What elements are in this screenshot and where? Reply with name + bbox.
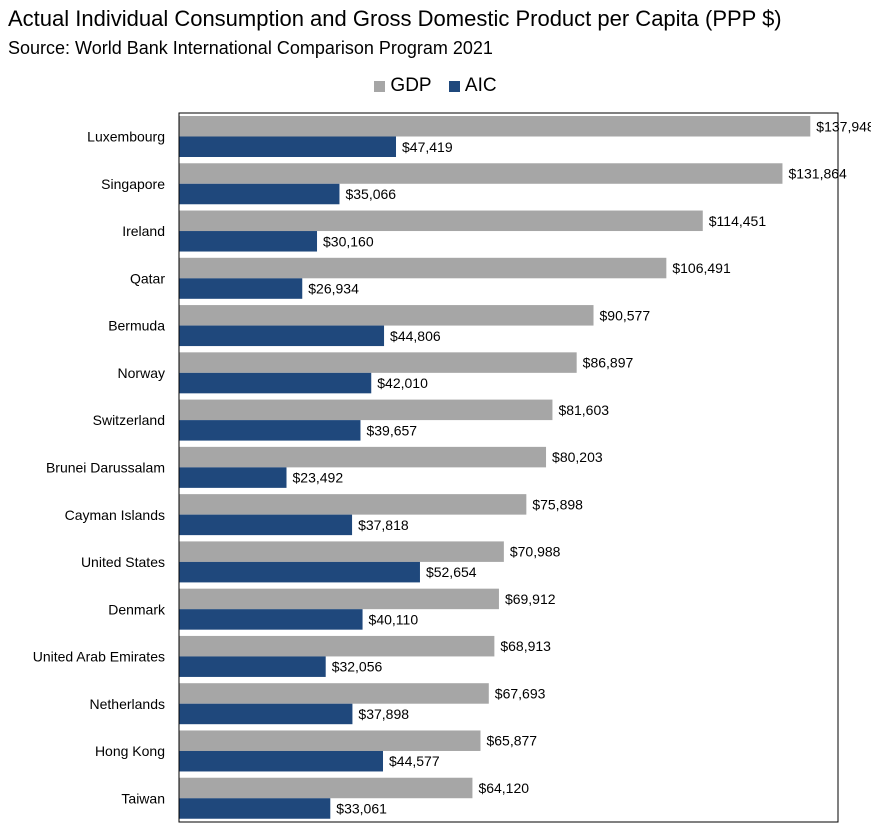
category-label-cayman-islands: Cayman Islands — [65, 507, 165, 523]
plot-frame — [178, 112, 839, 823]
data-label-aic-qatar: $26,934 — [308, 281, 359, 297]
data-label-gdp-netherlands: $67,693 — [495, 685, 546, 701]
data-label-aic-netherlands: $37,898 — [358, 706, 409, 722]
data-label-aic-brunei-darussalam: $23,492 — [293, 470, 344, 486]
bar-aic-united-states — [179, 561, 420, 583]
category-label-hong-kong: Hong Kong — [95, 743, 165, 759]
bar-gdp-singapore — [179, 163, 783, 184]
legend-item-gdp: GDP — [374, 75, 432, 97]
legend-label-aic: AIC — [464, 75, 497, 96]
bar-gdp-ireland — [179, 210, 703, 232]
legend-swatch-gdp — [374, 80, 386, 92]
bar-gdp-denmark — [179, 588, 499, 610]
data-label-gdp-cayman-islands: $75,898 — [532, 496, 583, 512]
bar-gdp-united-arab-emirates — [179, 635, 495, 657]
bar-gdp-taiwan — [179, 777, 473, 799]
legend-swatch-aic — [448, 80, 460, 92]
data-label-aic-ireland: $30,160 — [323, 233, 374, 249]
bar-aic-switzerland — [179, 420, 361, 441]
data-label-aic-united-arab-emirates: $32,056 — [332, 659, 383, 675]
bar-aic-cayman-islands — [179, 514, 353, 536]
data-label-aic-norway: $42,010 — [377, 375, 428, 391]
bar-gdp-bermuda — [179, 305, 594, 326]
bar-aic-netherlands — [179, 703, 353, 725]
bar-gdp-norway — [179, 352, 577, 373]
bar-gdp-united-states — [179, 541, 504, 562]
bar-aic-hong-kong — [179, 750, 384, 772]
bar-aic-brunei-darussalam — [179, 467, 287, 488]
data-label-gdp-switzerland: $81,603 — [558, 402, 609, 418]
data-label-gdp-united-arab-emirates: $68,913 — [500, 638, 551, 654]
bar-gdp-qatar — [179, 257, 667, 279]
legend: GDP AIC — [0, 75, 871, 98]
bar-aic-taiwan — [179, 798, 331, 819]
data-label-aic-singapore: $35,066 — [345, 186, 396, 202]
bar-gdp-cayman-islands — [179, 494, 527, 515]
bar-gdp-luxembourg — [179, 116, 811, 137]
category-label-bermuda: Bermuda — [108, 318, 165, 334]
bar-aic-united-arab-emirates — [179, 656, 326, 677]
data-label-aic-bermuda: $44,806 — [390, 328, 441, 344]
bar-aic-ireland — [179, 231, 318, 252]
data-label-aic-switzerland: $39,657 — [366, 422, 417, 438]
data-label-gdp-united-states: $70,988 — [510, 544, 561, 560]
data-label-aic-cayman-islands: $37,818 — [358, 517, 409, 533]
data-label-gdp-singapore: $131,864 — [788, 166, 847, 182]
bar-aic-singapore — [179, 183, 340, 205]
category-label-singapore: Singapore — [101, 176, 165, 192]
data-label-gdp-brunei-darussalam: $80,203 — [552, 449, 603, 465]
data-label-gdp-qatar: $106,491 — [672, 260, 731, 276]
data-label-gdp-taiwan: $64,120 — [478, 780, 529, 796]
bar-aic-bermuda — [179, 325, 385, 347]
category-label-luxembourg: Luxembourg — [87, 129, 165, 145]
data-label-gdp-luxembourg: $137,948 — [816, 118, 871, 134]
bar-gdp-netherlands — [179, 683, 489, 704]
data-label-aic-denmark: $40,110 — [369, 611, 419, 627]
category-label-united-states: United States — [81, 554, 165, 570]
data-label-aic-united-states: $52,654 — [426, 564, 477, 580]
data-label-gdp-hong-kong: $65,877 — [486, 733, 537, 749]
bar-aic-denmark — [179, 609, 363, 630]
category-label-taiwan: Taiwan — [121, 790, 165, 806]
data-label-gdp-ireland: $114,451 — [709, 213, 767, 229]
data-label-gdp-norway: $86,897 — [583, 355, 634, 371]
data-label-aic-luxembourg: $47,419 — [402, 139, 453, 155]
data-label-gdp-bermuda: $90,577 — [600, 307, 651, 323]
category-label-denmark: Denmark — [108, 601, 166, 617]
data-label-aic-taiwan: $33,061 — [336, 800, 387, 816]
category-label-ireland: Ireland — [122, 223, 165, 239]
category-label-norway: Norway — [118, 365, 165, 381]
data-label-aic-hong-kong: $44,577 — [389, 753, 440, 769]
category-label-netherlands: Netherlands — [90, 696, 166, 712]
category-label-qatar: Qatar — [130, 270, 165, 286]
bar-gdp-hong-kong — [179, 730, 481, 751]
chart-subtitle: Source: World Bank International Compari… — [8, 38, 493, 58]
category-label-brunei-darussalam: Brunei Darussalam — [46, 460, 165, 476]
category-label-switzerland: Switzerland — [93, 412, 165, 428]
bar-aic-luxembourg — [179, 136, 397, 157]
bar-aic-norway — [179, 372, 372, 394]
legend-label-gdp: GDP — [390, 75, 432, 96]
legend-item-aic: AIC — [448, 75, 497, 97]
bar-gdp-switzerland — [179, 399, 553, 421]
bar-aic-qatar — [179, 278, 303, 299]
bar-gdp-brunei-darussalam — [179, 446, 547, 468]
chart-title: Actual Individual Consumption and Gross … — [8, 6, 782, 31]
data-label-gdp-denmark: $69,912 — [505, 591, 556, 607]
category-label-united-arab-emirates: United Arab Emirates — [33, 649, 165, 665]
